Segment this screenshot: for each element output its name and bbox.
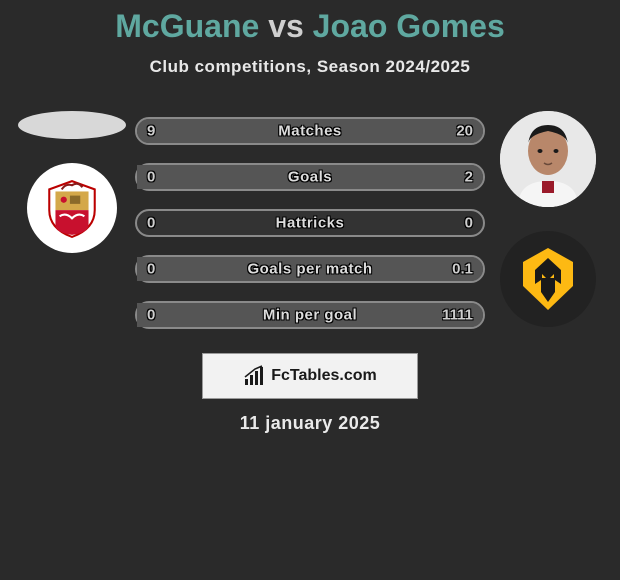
chart-icon bbox=[243, 365, 265, 387]
stat-value-right: 0 bbox=[465, 215, 473, 232]
stat-value-right: 2 bbox=[465, 169, 473, 186]
stat-row: 0 Goals per match 0.1 bbox=[135, 255, 485, 283]
player1-name: McGuane bbox=[115, 8, 259, 44]
stat-value-left: 0 bbox=[147, 169, 155, 186]
stat-label: Hattricks bbox=[276, 215, 345, 232]
stat-value-left: 0 bbox=[147, 261, 155, 278]
stat-label: Min per goal bbox=[263, 307, 357, 324]
wolves-crest-icon bbox=[513, 244, 583, 314]
right-column bbox=[493, 105, 603, 327]
player2-club-crest bbox=[500, 231, 596, 327]
date-text: 11 january 2025 bbox=[0, 413, 620, 434]
stat-label: Goals bbox=[288, 169, 332, 186]
page-title: McGuane vs Joao Gomes bbox=[0, 8, 620, 45]
stat-row: 0 Min per goal 1111 bbox=[135, 301, 485, 329]
brand-text: FcTables.com bbox=[271, 367, 377, 385]
stat-value-right: 0.1 bbox=[452, 261, 473, 278]
player1-club-crest bbox=[27, 163, 117, 253]
stat-value-left: 9 bbox=[147, 123, 155, 140]
stat-label: Matches bbox=[278, 123, 342, 140]
stat-value-right: 1111 bbox=[442, 307, 473, 324]
player1-avatar-placeholder bbox=[18, 111, 126, 139]
stats-bars: 9 Matches 20 0 Goals 2 0 Hattricks 0 bbox=[135, 105, 485, 329]
stat-value-right: 20 bbox=[456, 123, 473, 140]
subtitle: Club competitions, Season 2024/2025 bbox=[0, 57, 620, 77]
left-column bbox=[17, 105, 127, 253]
stat-value-left: 0 bbox=[147, 215, 155, 232]
stat-row: 0 Hattricks 0 bbox=[135, 209, 485, 237]
vs-text: vs bbox=[268, 8, 304, 44]
bristol-city-crest-icon bbox=[41, 177, 103, 239]
player2-avatar bbox=[500, 111, 596, 207]
player-avatar-icon bbox=[500, 111, 596, 207]
brand-badge[interactable]: FcTables.com bbox=[202, 353, 418, 399]
stat-label: Goals per match bbox=[247, 261, 372, 278]
player2-name: Joao Gomes bbox=[313, 8, 505, 44]
stat-row: 9 Matches 20 bbox=[135, 117, 485, 145]
comparison-card: McGuane vs Joao Gomes Club competitions,… bbox=[0, 0, 620, 434]
stat-value-left: 0 bbox=[147, 307, 155, 324]
main-row: 9 Matches 20 0 Goals 2 0 Hattricks 0 bbox=[0, 105, 620, 329]
stat-row: 0 Goals 2 bbox=[135, 163, 485, 191]
